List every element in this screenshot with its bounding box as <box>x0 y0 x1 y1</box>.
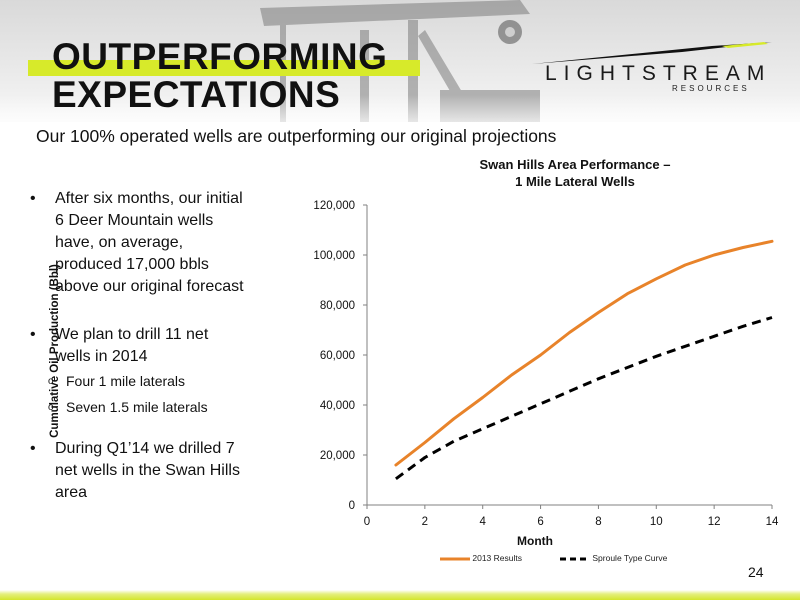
bullet-text: After six months, our initial 6 Deer Mou… <box>55 190 244 295</box>
sub-bullet-item: o Seven 1.5 mile laterals <box>28 394 248 420</box>
legend-swatch-solid-icon <box>440 557 470 561</box>
x-tick-label: 2 <box>422 516 428 528</box>
series-line-sproule-type-curve <box>395 316 773 481</box>
bullet-dot-icon: • <box>30 326 36 343</box>
footer-bar <box>0 590 800 600</box>
bullet-item: • During Q1’14 we drilled 7 net wells in… <box>28 438 248 504</box>
sub-bullet-text: Four 1 mile laterals <box>66 373 186 389</box>
sub-bullet-circle-icon: o <box>48 402 54 413</box>
bullet-text: We plan to drill 11 net wells in 2014 <box>55 326 209 365</box>
legend-item-sproule-type-curve: Sproule Type Curve <box>560 553 667 563</box>
x-tick-label: 6 <box>537 516 543 528</box>
logo-swoosh-icon <box>532 42 772 64</box>
chart-title-line-2: 1 Mile Lateral Wells <box>515 174 635 189</box>
y-tick-label: 20,000 <box>320 450 355 462</box>
bullet-text: During Q1’14 we drilled 7 net wells in t… <box>55 440 240 501</box>
chart-title: Swan Hills Area Performance – 1 Mile Lat… <box>420 156 730 190</box>
title-line-2: EXPECTATIONS <box>52 74 341 115</box>
y-tick-label: 60,000 <box>320 350 355 362</box>
x-tick-label: 12 <box>708 516 721 528</box>
y-tick-label: 100,000 <box>313 250 355 262</box>
slide-title: OUTPERFORMING EXPECTATIONS <box>52 38 387 114</box>
slide-subtitle: Our 100% operated wells are outperformin… <box>36 126 557 146</box>
x-tick-label: 14 <box>766 516 779 528</box>
x-tick-label: 0 <box>364 516 370 528</box>
x-tick-label: 10 <box>650 516 663 528</box>
x-tick-label: 8 <box>595 516 601 528</box>
legend-item-2013-results: 2013 Results <box>440 553 522 563</box>
title-line-1: OUTPERFORMING <box>52 36 388 77</box>
bullet-item: • After six months, our initial 6 Deer M… <box>28 188 248 298</box>
logo-wordmark: LIGHTSTREAM <box>545 62 772 85</box>
header-fade <box>0 95 800 135</box>
x-axis-label: Month <box>517 534 553 548</box>
sub-bullet-text: Seven 1.5 mile laterals <box>66 399 208 415</box>
series-line-2013-results <box>394 239 774 467</box>
x-tick-label: 4 <box>480 516 487 528</box>
bullet-dot-icon: • <box>30 440 36 457</box>
legend-label: 2013 Results <box>472 553 522 563</box>
legend-label: Sproule Type Curve <box>592 553 668 563</box>
y-axis-label: Cumulative Oil Production (Bbl) <box>49 264 61 438</box>
line-chart: 0 20,000 40,000 60,000 80,000 100,000 120,000 0… <box>313 200 779 528</box>
bullet-dot-icon: • <box>30 190 36 207</box>
y-tick-label: 0 <box>349 500 355 512</box>
y-tick-label: 40,000 <box>320 400 355 412</box>
logo-subtext: RESOURCES <box>672 84 750 93</box>
sub-bullet-item: o Four 1 mile laterals <box>28 368 248 394</box>
title-accent-bar <box>28 60 420 76</box>
page-number: 24 <box>748 564 764 580</box>
legend-swatch-dashed-icon <box>560 557 590 561</box>
sub-bullet-circle-icon: o <box>48 376 54 387</box>
chart-title-line-1: Swan Hills Area Performance – <box>479 157 671 172</box>
bullet-list: • After six months, our initial 6 Deer M… <box>28 188 248 504</box>
y-tick-label: 80,000 <box>320 300 355 312</box>
bullet-item: • We plan to drill 11 net wells in 2014 <box>28 324 248 368</box>
y-tick-label: 120,000 <box>313 200 355 212</box>
